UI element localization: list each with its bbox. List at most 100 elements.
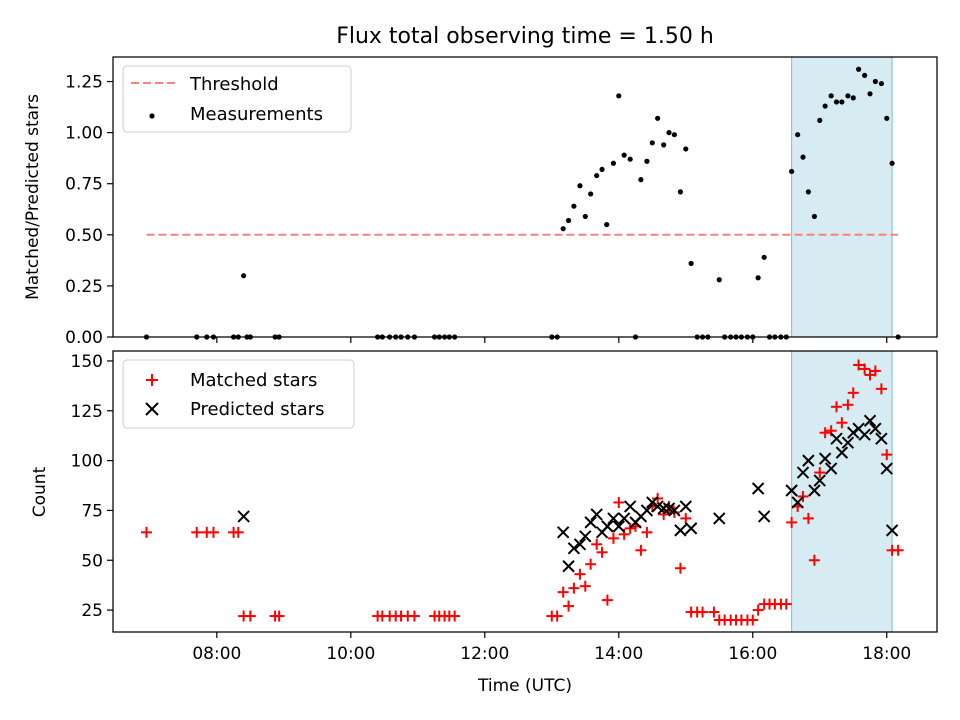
ratio-y-axis-label: Matched/Predicted stars <box>23 94 43 300</box>
predicted-stars-point <box>556 526 570 539</box>
matched-stars-point <box>802 512 814 524</box>
x-axis-label: Time (UTC) <box>477 676 572 696</box>
matched-stars-point <box>585 558 597 570</box>
ratio-x-ticks <box>216 337 888 343</box>
predicted-stars-point <box>751 482 765 495</box>
count-axes-frame <box>112 350 938 633</box>
legend-threshold-label: Threshold <box>189 74 279 95</box>
matched-stars-point <box>207 526 219 538</box>
ratio-panel: Flux total observing time = 1.50 h 0.00 0… <box>23 24 938 348</box>
chart-title: Flux total observing time = 1.50 h <box>336 24 714 49</box>
matched-stars-point <box>797 490 809 502</box>
measurements-point <box>862 72 868 78</box>
y-tick-label: 1.00 <box>65 124 103 144</box>
matched-stars-point <box>273 610 285 622</box>
measurements-point <box>655 115 661 121</box>
predicted-stars-point <box>674 524 687 537</box>
measurements-point <box>867 91 873 97</box>
ratio-legend: Threshold Measurements <box>122 65 352 133</box>
y-tick-label: 0.00 <box>65 328 103 348</box>
measurements-point <box>884 115 890 121</box>
matched-stars-point <box>641 526 653 538</box>
matched-stars-point <box>814 467 826 479</box>
x-tick-label: 08:00 <box>192 644 241 664</box>
predicted-stars-point <box>808 484 821 497</box>
predicted-stars-point <box>824 462 838 475</box>
matched-stars-point <box>875 383 887 395</box>
measurements-point <box>839 99 845 105</box>
matched-stars-point <box>244 610 256 622</box>
highlight-band-layer <box>791 56 893 338</box>
count-x-ticks: 08:00 10:00 12:00 14:00 16:00 18:00 <box>192 632 911 664</box>
y-tick-label: 50 <box>81 551 103 571</box>
matched-stars-point <box>831 401 843 413</box>
matched-stars-point <box>191 526 203 538</box>
count-panel: 25 50 75 100 125 150 08:00 10:00 12:00 14:00 16:0… <box>30 350 938 696</box>
measurements-point <box>833 99 840 105</box>
matched-stars-point <box>747 614 759 626</box>
matched-stars-point <box>635 544 647 556</box>
predicted-stars-point <box>668 504 681 517</box>
predicted-stars-point <box>830 432 843 445</box>
y-tick-label: 150 <box>71 352 103 372</box>
matched-stars-point <box>596 546 608 558</box>
y-tick-label: 75 <box>81 501 103 521</box>
matched-stars-point <box>697 606 709 618</box>
measurements-point <box>889 160 895 166</box>
measurements-point <box>649 140 655 146</box>
measurements-point <box>761 254 767 260</box>
predicted-stars-point <box>885 524 899 537</box>
matched-stars-point <box>551 610 563 622</box>
matched-stars-point <box>842 399 854 411</box>
predicted-stars-point <box>863 414 877 427</box>
x-tick-label: 14:00 <box>594 644 643 664</box>
measurements-point <box>671 132 677 138</box>
matched-stars-point <box>859 363 871 375</box>
y-tick-label: 125 <box>71 402 103 422</box>
measurements-point <box>604 221 610 228</box>
measurements-point <box>560 226 566 232</box>
measurements-point <box>582 213 588 220</box>
matched-stars-point <box>232 526 244 538</box>
measurements-point <box>616 93 622 99</box>
predicted-stars-point <box>617 512 631 525</box>
measurements-point <box>621 152 627 158</box>
matched-stars-point <box>568 582 580 594</box>
y-tick-label: 25 <box>81 601 103 621</box>
x-tick-label: 10:00 <box>326 644 375 664</box>
predicted-stars-point <box>813 474 826 487</box>
measurements-point <box>850 95 856 101</box>
predicted-stars-point <box>567 542 581 555</box>
measurements-point <box>845 93 851 99</box>
matched-stars-point <box>780 598 792 610</box>
predicted-stars-point <box>237 510 250 523</box>
measurements-point <box>565 217 572 224</box>
measurements-point <box>872 78 878 85</box>
predicted-stars-point <box>684 522 698 535</box>
y-tick-label: 0.50 <box>65 226 103 246</box>
measurements-point <box>828 93 834 99</box>
predicted-stars-point <box>579 530 592 543</box>
legend-predicted-swatch <box>145 402 159 416</box>
matched-stars-point <box>607 532 619 544</box>
predicted-stars-point <box>835 446 849 459</box>
matched-stars-point <box>613 496 625 508</box>
matched-stars-point <box>680 512 692 524</box>
matched-stars-point <box>574 568 586 580</box>
measurements-point <box>588 191 594 197</box>
measurements-point <box>241 273 247 279</box>
measurements-point <box>683 146 689 152</box>
predicted-stars-point <box>601 520 614 533</box>
measurements-point <box>795 132 801 138</box>
ratio-marks-layer <box>143 66 901 340</box>
measurements-point <box>594 172 600 179</box>
ratio-axes-frame <box>112 56 938 338</box>
matched-stars-point <box>601 594 613 606</box>
measurements-point <box>878 80 884 87</box>
predicted-stars-point <box>657 502 670 515</box>
measurements-point <box>822 103 828 109</box>
predicted-stars-point <box>584 516 597 529</box>
ratio-legend-box <box>122 65 352 133</box>
predicted-stars-point <box>713 512 726 525</box>
